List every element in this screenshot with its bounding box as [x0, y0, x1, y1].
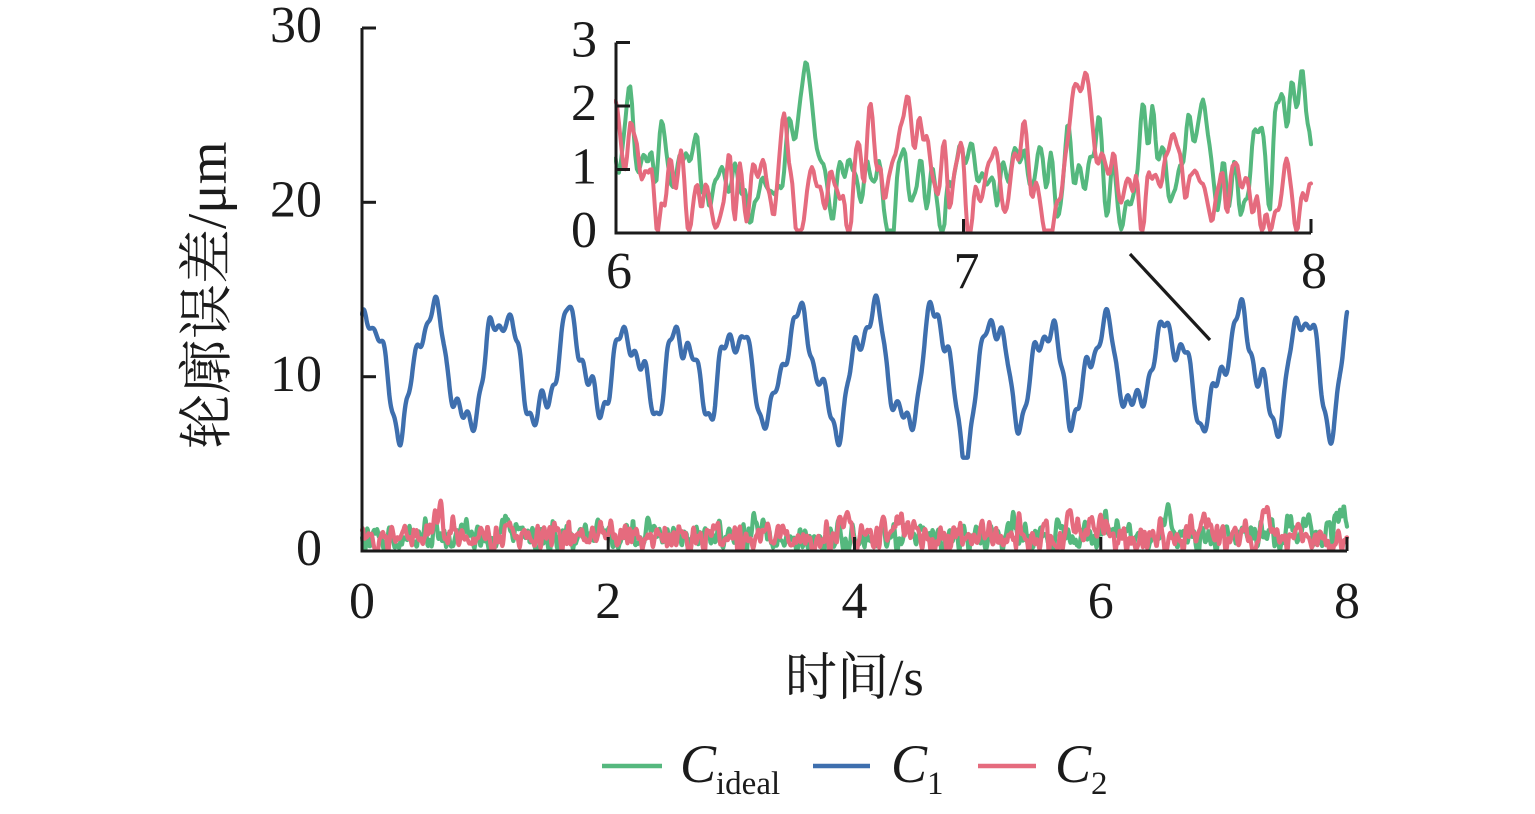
svg-text:10: 10 — [270, 346, 322, 403]
svg-text:0: 0 — [349, 573, 375, 630]
svg-text:30: 30 — [270, 0, 322, 54]
svg-text:3: 3 — [571, 12, 597, 69]
svg-text:2: 2 — [595, 573, 621, 630]
svg-text:6: 6 — [1088, 573, 1114, 630]
svg-text:4: 4 — [842, 573, 868, 630]
svg-text:7: 7 — [954, 243, 980, 300]
svg-text:2: 2 — [1091, 766, 1108, 802]
svg-text:1: 1 — [571, 139, 597, 196]
svg-text:/s: /s — [889, 650, 924, 707]
svg-text:1: 1 — [927, 766, 944, 802]
svg-text:0: 0 — [296, 520, 322, 577]
svg-text:C: C — [680, 734, 717, 794]
svg-text:20: 20 — [270, 172, 322, 229]
svg-text:2: 2 — [571, 75, 597, 132]
svg-text:C: C — [891, 734, 928, 794]
svg-text:C: C — [1055, 734, 1092, 794]
svg-text:/μm: /μm — [176, 141, 237, 229]
svg-text:8: 8 — [1334, 573, 1360, 630]
svg-text:6: 6 — [606, 243, 632, 300]
svg-text:0: 0 — [571, 202, 597, 259]
svg-text:ideal: ideal — [716, 766, 780, 802]
svg-text:8: 8 — [1301, 243, 1327, 300]
